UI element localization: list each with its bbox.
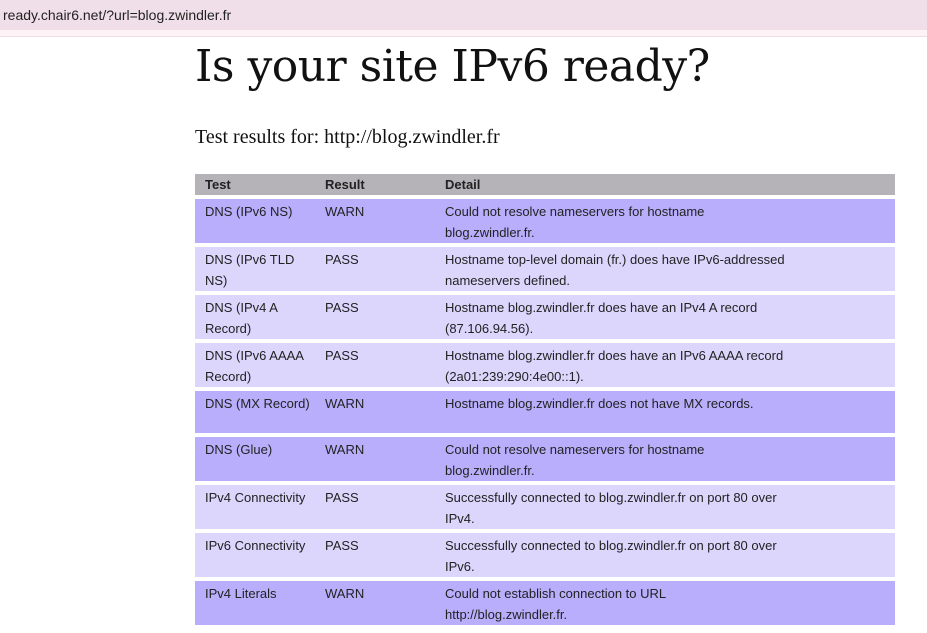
- table-row: DNS (IPv6 AAAA Record) PASS Hostname blo…: [195, 343, 895, 387]
- table-row: IPv6 Connectivity PASS Successfully conn…: [195, 533, 895, 577]
- table-row: DNS (MX Record) WARN Hostname blog.zwind…: [195, 391, 895, 433]
- detail-cell: Hostname blog.zwindler.fr does not have …: [435, 391, 895, 433]
- test-detail: Hostname blog.zwindler.fr does have an I…: [445, 348, 784, 384]
- test-name: DNS (IPv6 AAAA Record): [195, 343, 315, 387]
- address-bar[interactable]: ready.chair6.net/?url=blog.zwindler.fr: [0, 0, 927, 30]
- detail-cell: Could not resolve nameservers for hostna…: [435, 199, 895, 243]
- test-name: IPv6 Connectivity: [195, 533, 315, 577]
- detail-cell: Hostname blog.zwindler.fr does have an I…: [435, 295, 895, 339]
- detail-cell: Hostname top-level domain (fr.) does hav…: [435, 247, 895, 291]
- test-detail: Could not establish connection to URL ht…: [445, 586, 666, 622]
- test-detail: Could not resolve nameservers for hostna…: [445, 204, 705, 240]
- test-result: PASS: [315, 343, 435, 387]
- test-name: IPv4 Literals: [195, 581, 315, 625]
- test-detail: Hostname blog.zwindler.fr does not have …: [445, 396, 754, 411]
- test-result: WARN: [315, 437, 435, 481]
- test-results-subtitle: Test results for: http://blog.zwindler.f…: [195, 126, 500, 148]
- test-name: DNS (MX Record): [195, 391, 315, 433]
- header-result: Result: [315, 174, 435, 195]
- toolbar-strip: [0, 30, 927, 37]
- page-title: Is your site IPv6 ready?: [195, 41, 710, 92]
- test-name: DNS (IPv6 NS): [195, 199, 315, 243]
- header-detail: Detail: [435, 174, 895, 195]
- main-content: Is your site IPv6 ready? Test results fo…: [195, 37, 895, 633]
- test-name: IPv4 Connectivity: [195, 485, 315, 529]
- test-name: DNS (Glue): [195, 437, 315, 481]
- detail-cell: Successfully connected to blog.zwindler.…: [435, 485, 895, 529]
- test-detail: Successfully connected to blog.zwindler.…: [445, 538, 777, 574]
- table-row: IPv4 Connectivity PASS Successfully conn…: [195, 485, 895, 529]
- test-detail: Hostname blog.zwindler.fr does have an I…: [445, 300, 758, 336]
- table-header: Test Result Detail: [195, 174, 895, 195]
- results-table: Test Result Detail DNS (IPv6 NS) WARN Co…: [195, 170, 895, 629]
- detail-cell: Hostname blog.zwindler.fr does have an I…: [435, 343, 895, 387]
- table-row: IPv4 Literals WARN Could not establish c…: [195, 581, 895, 625]
- test-detail: Hostname top-level domain (fr.) does hav…: [445, 252, 785, 288]
- test-result: WARN: [315, 199, 435, 243]
- test-result: WARN: [315, 391, 435, 433]
- header-test: Test: [195, 174, 315, 195]
- test-name: DNS (IPv4 A Record): [195, 295, 315, 339]
- table-row: DNS (IPv4 A Record) PASS Hostname blog.z…: [195, 295, 895, 339]
- table-row: DNS (IPv6 NS) WARN Could not resolve nam…: [195, 199, 895, 243]
- table-row: DNS (Glue) WARN Could not resolve namese…: [195, 437, 895, 481]
- test-result: PASS: [315, 295, 435, 339]
- test-detail: Successfully connected to blog.zwindler.…: [445, 490, 777, 526]
- table-row: DNS (IPv6 TLD NS) PASS Hostname top-leve…: [195, 247, 895, 291]
- test-result: PASS: [315, 485, 435, 529]
- detail-cell: Successfully connected to blog.zwindler.…: [435, 533, 895, 577]
- test-name: DNS (IPv6 TLD NS): [195, 247, 315, 291]
- detail-cell: Could not resolve nameservers for hostna…: [435, 437, 895, 481]
- test-result: PASS: [315, 247, 435, 291]
- test-detail: Could not resolve nameservers for hostna…: [445, 442, 705, 478]
- detail-cell: Could not establish connection to URL ht…: [435, 581, 895, 625]
- test-result: WARN: [315, 581, 435, 625]
- test-result: PASS: [315, 533, 435, 577]
